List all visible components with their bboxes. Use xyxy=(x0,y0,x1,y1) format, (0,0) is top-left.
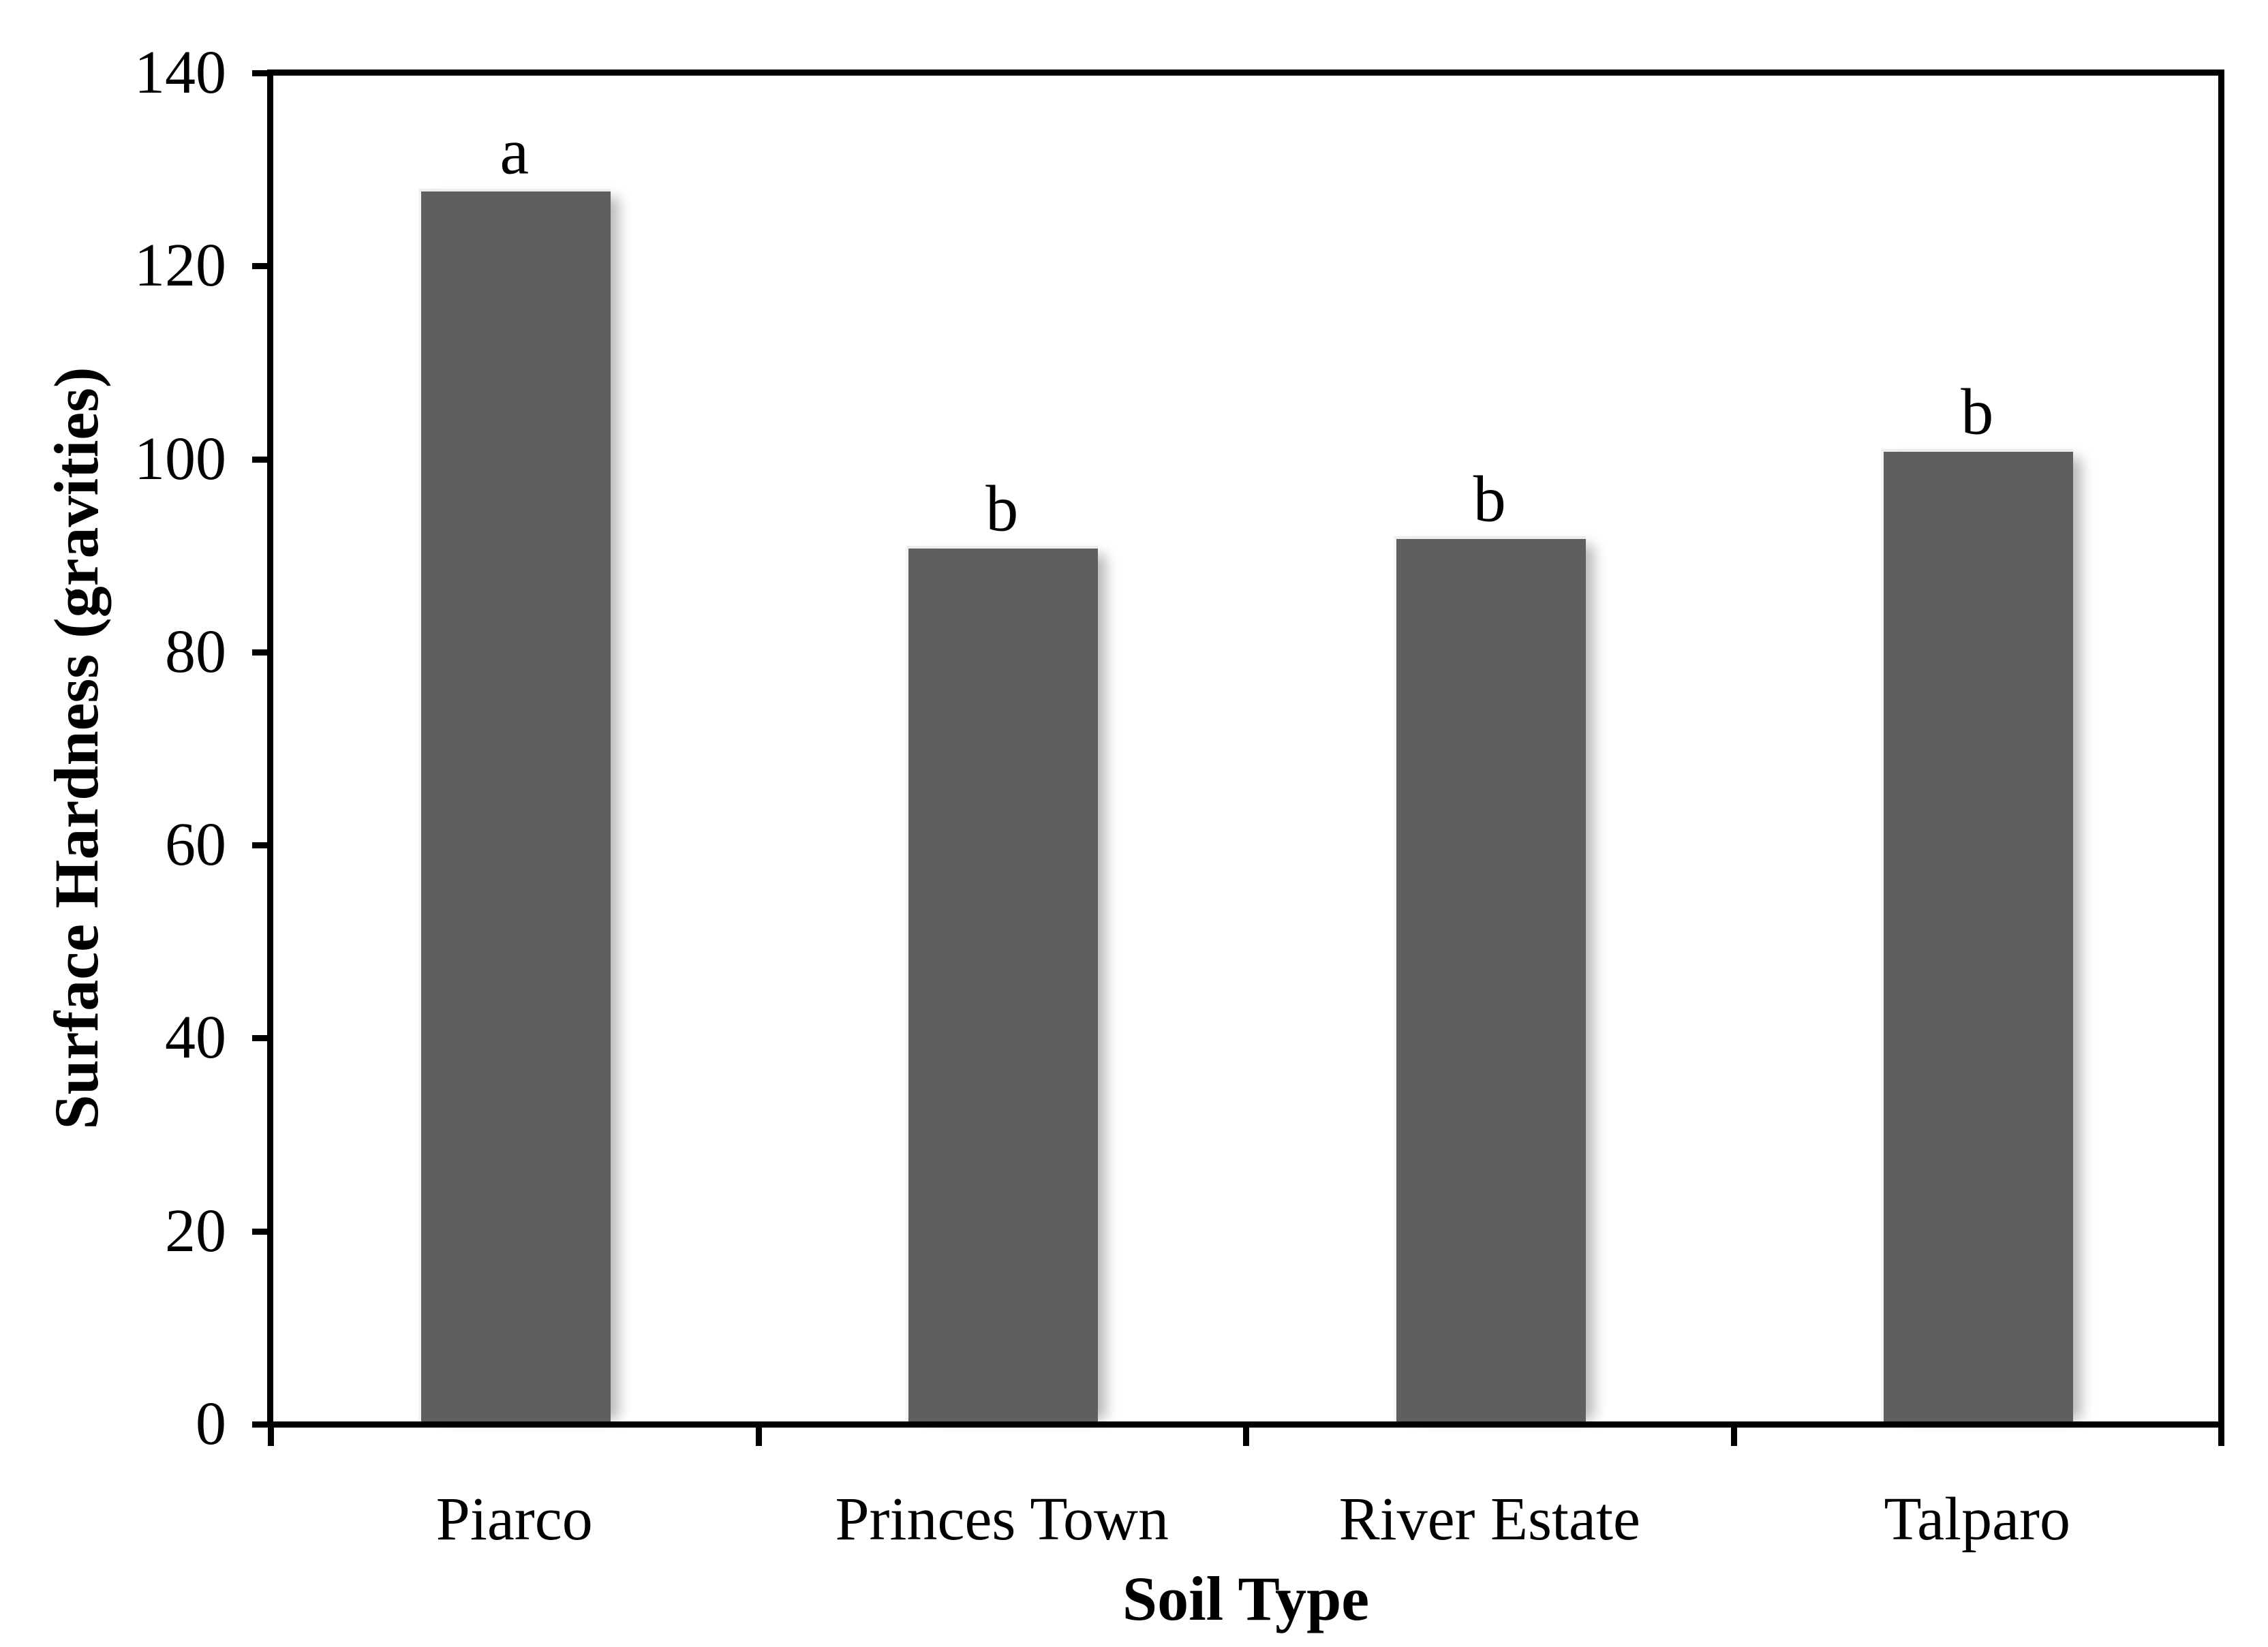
y-tick-label-20: 20 xyxy=(165,1197,226,1265)
y-tick-label-80: 80 xyxy=(165,617,226,686)
y-tick-mark-20 xyxy=(252,1228,271,1235)
x-tick-mark-0 xyxy=(268,1424,274,1446)
y-tick-mark-80 xyxy=(252,649,271,656)
sig-letter-river-estate: b xyxy=(1473,462,1506,536)
y-tick-label-40: 40 xyxy=(165,1004,226,1072)
x-tick-mark-2 xyxy=(1243,1424,1249,1446)
x-category-label-river-estate: River Estate xyxy=(1338,1486,1640,1553)
y-tick-mark-120 xyxy=(252,263,271,270)
x-category-label-piarco: Piarco xyxy=(435,1486,593,1553)
x-tick-mark-3 xyxy=(1730,1424,1737,1446)
x-tick-mark-4 xyxy=(2218,1424,2224,1446)
bar-river-estate xyxy=(1393,536,1586,1424)
y-tick-label-120: 120 xyxy=(134,232,226,300)
sig-letter-talparo: b xyxy=(1961,375,1994,448)
x-category-label-talparo: Talparo xyxy=(1884,1486,2071,1553)
x-tick-mark-1 xyxy=(755,1424,762,1446)
bar-piarco xyxy=(418,188,611,1424)
sig-letter-piarco: a xyxy=(500,114,530,188)
y-tick-label-60: 60 xyxy=(165,811,226,879)
y-tick-mark-140 xyxy=(252,70,271,76)
sig-letter-princes-town: b xyxy=(985,472,1019,545)
y-tick-mark-60 xyxy=(252,842,271,849)
y-tick-mark-0 xyxy=(252,1421,271,1428)
y-tick-mark-40 xyxy=(252,1035,271,1042)
y-axis-title: Surface Hardness (gravities) xyxy=(42,367,111,1130)
y-tick-mark-100 xyxy=(252,456,271,463)
y-tick-label-0: 0 xyxy=(196,1390,226,1458)
x-category-label-princes-town: Princes Town xyxy=(835,1486,1169,1553)
x-axis-title: Soil Type xyxy=(1122,1564,1370,1633)
bar-princes-town xyxy=(906,546,1099,1424)
y-tick-label-140: 140 xyxy=(134,39,226,106)
bar-talparo xyxy=(1881,449,2074,1424)
y-tick-label-100: 100 xyxy=(134,425,226,493)
